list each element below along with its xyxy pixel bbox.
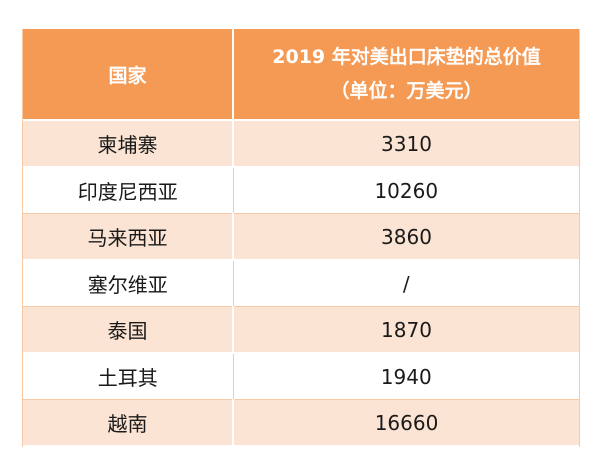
table-row: 泰国 1870 <box>23 306 579 354</box>
table-row: 塞尔维亚 / <box>23 260 579 307</box>
table-row: 土耳其 1940 <box>23 353 579 400</box>
country-cell: 柬埔寨 <box>23 120 234 168</box>
mattress-export-table: 国家 2019 年对美出口床垫的总价值 （单位：万美元） 柬埔寨 3310 印度… <box>23 29 579 447</box>
column-header-value: 2019 年对美出口床垫的总价值 （单位：万美元） <box>233 29 579 121</box>
table-header: 国家 2019 年对美出口床垫的总价值 （单位：万美元） <box>23 29 579 121</box>
value-cell: 3310 <box>233 120 579 168</box>
country-cell: 印度尼西亚 <box>23 167 234 214</box>
mattress-export-table-container: 国家 2019 年对美出口床垫的总价值 （单位：万美元） 柬埔寨 3310 印度… <box>22 29 580 447</box>
table-row: 柬埔寨 3310 <box>23 120 579 168</box>
column-header-value-line1: 2019 年对美出口床垫的总价值 <box>272 46 541 68</box>
value-cell: 3860 <box>233 213 579 261</box>
value-cell: 16660 <box>233 399 579 447</box>
table-row: 越南 16660 <box>23 399 579 447</box>
column-header-country: 国家 <box>23 29 234 121</box>
country-cell: 泰国 <box>23 306 234 354</box>
table-row: 马来西亚 3860 <box>23 213 579 261</box>
value-cell: 1940 <box>233 353 579 400</box>
country-cell: 土耳其 <box>23 353 234 400</box>
table-row: 印度尼西亚 10260 <box>23 167 579 214</box>
country-cell: 马来西亚 <box>23 213 234 261</box>
value-cell: 10260 <box>233 167 579 214</box>
table-body: 柬埔寨 3310 印度尼西亚 10260 马来西亚 3860 塞尔维亚 / 泰国… <box>23 120 579 447</box>
country-cell: 越南 <box>23 399 234 447</box>
country-cell: 塞尔维亚 <box>23 260 234 307</box>
header-row: 国家 2019 年对美出口床垫的总价值 （单位：万美元） <box>23 29 579 121</box>
column-header-value-unit: （单位：万美元） <box>330 80 483 102</box>
value-cell: 1870 <box>233 306 579 354</box>
value-cell: / <box>233 260 579 307</box>
